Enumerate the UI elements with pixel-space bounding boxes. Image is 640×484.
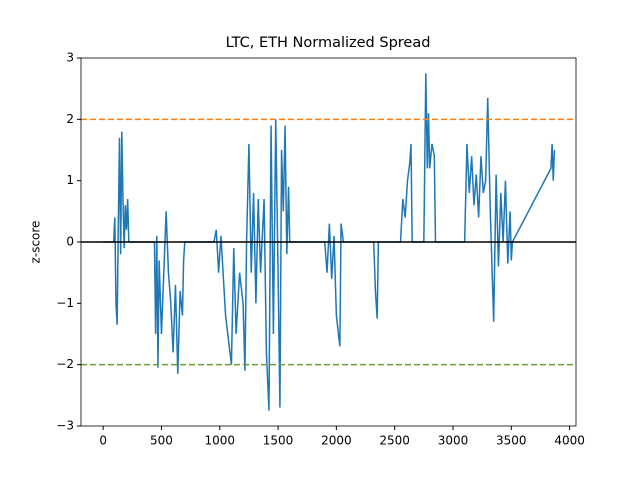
y-tick-label: −2 (56, 357, 74, 371)
x-tick-label: 0 (99, 434, 107, 448)
y-tick-label: 3 (66, 51, 74, 65)
x-tick-label: 1500 (263, 434, 294, 448)
y-tick-label: 0 (66, 235, 74, 249)
chart-title: LTC, ETH Normalized Spread (226, 35, 431, 51)
x-tick-label: 2000 (321, 434, 352, 448)
y-tick-label: 2 (66, 112, 74, 126)
x-tick-label: 2500 (379, 434, 410, 448)
x-tick-label: 3500 (496, 434, 527, 448)
plot-frame (80, 57, 577, 427)
x-tick-label: 1000 (204, 434, 235, 448)
data-line (103, 73, 556, 411)
y-axis-label: z-score (29, 221, 43, 264)
x-tick-label: 500 (150, 434, 173, 448)
y-tick-label: 1 (66, 173, 74, 187)
y-tick-label: −3 (56, 419, 74, 433)
x-tick-label: 3000 (438, 434, 469, 448)
y-tick-label: −1 (56, 296, 74, 310)
x-tick-label: 4000 (554, 434, 585, 448)
